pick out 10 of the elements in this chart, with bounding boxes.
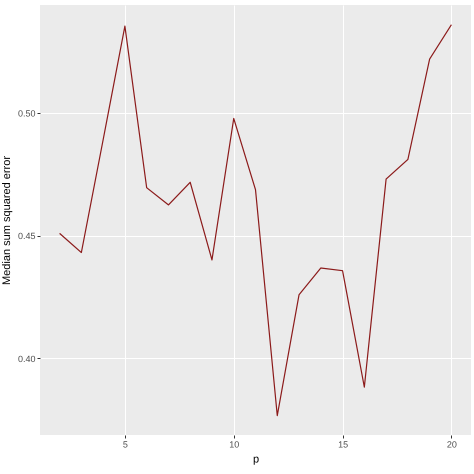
x-tick-label: 20 [446, 440, 457, 450]
x-axis-title: p [252, 454, 260, 466]
y-tick-label: 0.45 [18, 231, 36, 242]
y-axis-title: Median sum squared error [0, 156, 13, 286]
y-tick-label: 0.40 [18, 354, 36, 364]
y-tick-label: 0.50 [18, 108, 36, 118]
x-tick-label: 5 [122, 440, 128, 450]
x-tick-label: 15 [338, 440, 348, 450]
x-tick-label: 10 [229, 440, 240, 450]
line-series [58, 24, 452, 416]
